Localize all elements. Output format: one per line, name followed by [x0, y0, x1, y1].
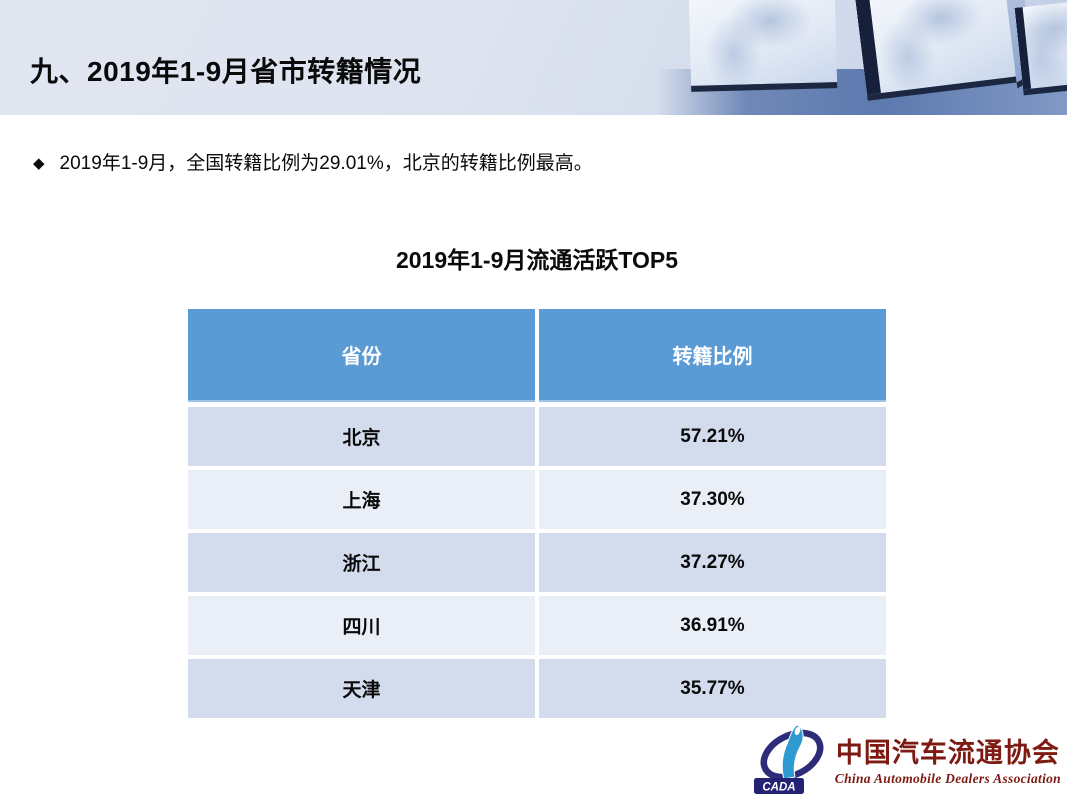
table-row: 天津 35.77%: [188, 659, 886, 718]
ratio-cell: 37.27%: [539, 533, 886, 592]
table-row: 上海 37.30%: [188, 470, 886, 529]
diamond-bullet-icon: ◆: [33, 155, 45, 172]
logo-name-zh: 中国汽车流通协会: [835, 738, 1060, 768]
province-cell: 浙江: [188, 533, 535, 592]
cada-logo-icon: CADA: [753, 724, 824, 794]
cada-acronym: CADA: [762, 782, 795, 794]
cube-graphic: [1014, 0, 1067, 96]
top5-table: 省份 转籍比例 北京 57.21% 上海 37.30% 浙江 37.27% 四川…: [188, 309, 886, 722]
cubes-decoration-image: [657, 0, 1067, 115]
ratio-cell: 37.30%: [539, 470, 886, 529]
logo-name-en: China Automobile Dealers Association: [834, 771, 1061, 786]
province-cell: 四川: [188, 596, 535, 655]
cada-logo: CADA 中国汽车流通协会 China Automobile Dealers A…: [753, 722, 1061, 796]
column-header-province: 省份: [188, 309, 535, 402]
page-title: 九、2019年1-9月省市转籍情况: [30, 56, 422, 87]
province-cell: 天津: [188, 659, 535, 718]
summary-bullet: ◆ 2019年1-9月，全国转籍比例为29.01%，北京的转籍比例最高。: [33, 151, 593, 177]
ratio-cell: 35.77%: [539, 659, 886, 718]
summary-text: 2019年1-9月，全国转籍比例为29.01%，北京的转籍比例最高。: [59, 153, 593, 174]
ratio-cell: 57.21%: [539, 407, 886, 466]
table-title: 2019年1-9月流通活跃TOP5: [395, 247, 679, 273]
cube-graphic: [688, 0, 838, 92]
header-band: [0, 0, 1067, 115]
logo-text-block: 中国汽车流通协会 China Automobile Dealers Associ…: [835, 731, 1061, 787]
table-row: 四川 36.91%: [188, 596, 886, 655]
column-header-ratio: 转籍比例: [539, 309, 886, 402]
table-header-row: 省份 转籍比例: [188, 309, 886, 402]
table-row: 浙江 37.27%: [188, 533, 886, 592]
province-cell: 北京: [188, 407, 535, 466]
table-row: 北京 57.21%: [188, 407, 886, 466]
ratio-cell: 36.91%: [539, 596, 886, 655]
province-cell: 上海: [188, 470, 535, 529]
